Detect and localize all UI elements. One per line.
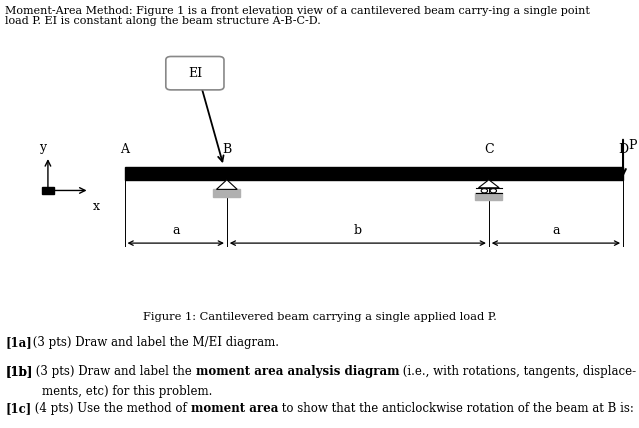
Text: P: P [628,139,636,152]
Text: moment area analysis diagram: moment area analysis diagram [196,365,399,377]
FancyBboxPatch shape [166,56,224,90]
Circle shape [481,189,488,193]
Text: (i.e., with rotations, tangents, displace-: (i.e., with rotations, tangents, displac… [399,365,636,377]
Text: [1a]: [1a] [5,336,32,349]
Text: x: x [93,200,100,213]
Text: A: A [120,143,129,156]
Text: a: a [172,224,180,237]
Text: y: y [39,141,47,154]
Text: [1c]: [1c] [5,402,31,415]
Text: load P. EI is constant along the beam structure A-B-C-D.: load P. EI is constant along the beam st… [5,16,321,26]
Text: EI: EI [188,67,202,80]
Text: b: b [354,224,362,237]
Text: to show that the anticlockwise rotation of the beam at B is:: to show that the anticlockwise rotation … [278,402,634,415]
Text: ments, etc) for this problem.: ments, etc) for this problem. [42,385,212,398]
Text: (4 pts) Use the method of: (4 pts) Use the method of [31,402,191,415]
Polygon shape [217,180,237,190]
Text: D: D [618,143,628,156]
Bar [475,193,502,200]
Bar [125,167,623,180]
Bar [213,189,240,197]
Bar [42,187,54,194]
Text: (3 pts) Draw and label the M/EI diagram.: (3 pts) Draw and label the M/EI diagram. [29,336,279,349]
Text: [1b]: [1b] [5,365,33,377]
Text: (3 pts) Draw and label the: (3 pts) Draw and label the [33,365,196,377]
Text: Moment-Area Method: Figure 1 is a front elevation view of a cantilevered beam ca: Moment-Area Method: Figure 1 is a front … [5,6,590,16]
Polygon shape [479,180,499,188]
Text: moment area: moment area [191,402,278,415]
Text: C: C [484,143,494,156]
Text: Figure 1: Cantilevered beam carrying a single applied load P.: Figure 1: Cantilevered beam carrying a s… [142,312,497,322]
Text: a: a [552,224,560,237]
Text: B: B [222,143,231,156]
Circle shape [490,189,497,193]
Text: [1b]: [1b] [5,365,33,377]
